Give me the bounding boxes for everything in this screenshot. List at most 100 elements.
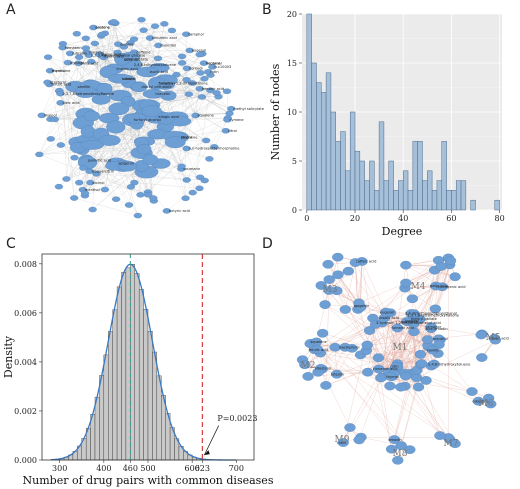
edge	[378, 327, 398, 370]
edge	[47, 37, 151, 83]
module-label: M6	[479, 399, 494, 409]
edge	[314, 315, 414, 350]
node-label: catechin	[472, 399, 487, 403]
edge	[39, 33, 106, 155]
node	[188, 189, 197, 196]
edge	[404, 287, 436, 310]
edge	[74, 197, 138, 216]
x-tick-label: 40	[398, 214, 408, 223]
edge	[327, 264, 360, 304]
y-tick-label: 0.002	[14, 407, 37, 416]
edge	[149, 37, 228, 92]
edge	[147, 163, 161, 195]
node	[401, 317, 413, 326]
node-label: borneol	[189, 66, 203, 70]
edge	[360, 437, 402, 446]
node-label: orcinol	[92, 181, 104, 185]
x-axis-title: Number of drug pairs with common disease…	[23, 474, 274, 487]
node	[205, 156, 214, 162]
node-label: n,n-hydroxyethylmorpholine	[189, 147, 241, 151]
edge	[147, 113, 230, 193]
node	[197, 94, 207, 100]
node	[361, 340, 373, 350]
node	[136, 66, 159, 78]
node	[126, 184, 136, 190]
node	[164, 136, 186, 149]
edge	[192, 90, 211, 193]
module-label: M8	[393, 449, 408, 459]
node	[182, 31, 191, 37]
node	[195, 51, 204, 58]
node-label: emodin	[388, 438, 401, 442]
node	[37, 112, 46, 119]
node-label: luteolin	[122, 77, 135, 81]
edge	[405, 260, 439, 284]
node-label: gallic acid	[430, 284, 448, 288]
node	[65, 50, 75, 57]
edge	[416, 339, 496, 378]
node	[62, 176, 71, 182]
node	[81, 35, 90, 42]
node	[199, 60, 209, 66]
node	[476, 353, 488, 362]
node-label: quinine	[120, 42, 134, 46]
y-tick-label: 5	[292, 157, 297, 166]
node-label: nonanal	[206, 61, 220, 65]
bar	[417, 141, 423, 211]
edge	[195, 72, 201, 116]
node	[212, 90, 221, 96]
node	[136, 192, 145, 198]
x-tick-label: 600	[185, 464, 200, 473]
edge	[147, 117, 228, 193]
node	[149, 195, 158, 201]
node	[433, 340, 445, 349]
node	[56, 90, 65, 97]
node	[425, 322, 437, 332]
node	[204, 69, 213, 75]
edge	[62, 47, 100, 55]
node-label: sitosterol	[49, 81, 66, 85]
node	[185, 47, 194, 54]
node	[87, 58, 96, 65]
node	[221, 127, 230, 134]
edge	[412, 264, 450, 299]
node	[344, 423, 356, 432]
bar	[460, 180, 467, 211]
node	[395, 382, 407, 392]
node-label: vanillin	[427, 348, 440, 352]
edge	[320, 287, 406, 369]
node	[380, 307, 392, 317]
node	[434, 431, 446, 440]
node	[129, 36, 139, 42]
node	[136, 144, 152, 155]
node	[223, 117, 232, 123]
edge	[343, 264, 450, 443]
node	[118, 160, 138, 172]
bar	[388, 160, 394, 211]
edge	[54, 45, 159, 120]
node	[323, 286, 335, 295]
node-label: n-c10003	[214, 65, 231, 69]
node	[177, 163, 186, 170]
edge	[154, 26, 193, 84]
node	[46, 136, 55, 142]
node-group	[296, 252, 502, 465]
node	[106, 120, 126, 134]
node	[210, 144, 219, 150]
node-label: heptanal	[206, 61, 222, 65]
node	[35, 151, 44, 158]
edge	[62, 47, 75, 199]
node	[79, 165, 88, 171]
node	[96, 82, 113, 94]
node	[483, 393, 495, 403]
node	[139, 27, 148, 33]
y-tick-label: 20	[287, 10, 297, 19]
node-label: caffeic acid	[356, 260, 376, 264]
node-label: menthol	[433, 337, 448, 341]
node	[390, 361, 402, 371]
edge	[384, 317, 411, 374]
edge	[320, 352, 398, 368]
node	[131, 81, 148, 92]
x-tick-label: 460	[123, 464, 138, 473]
node	[74, 54, 84, 60]
